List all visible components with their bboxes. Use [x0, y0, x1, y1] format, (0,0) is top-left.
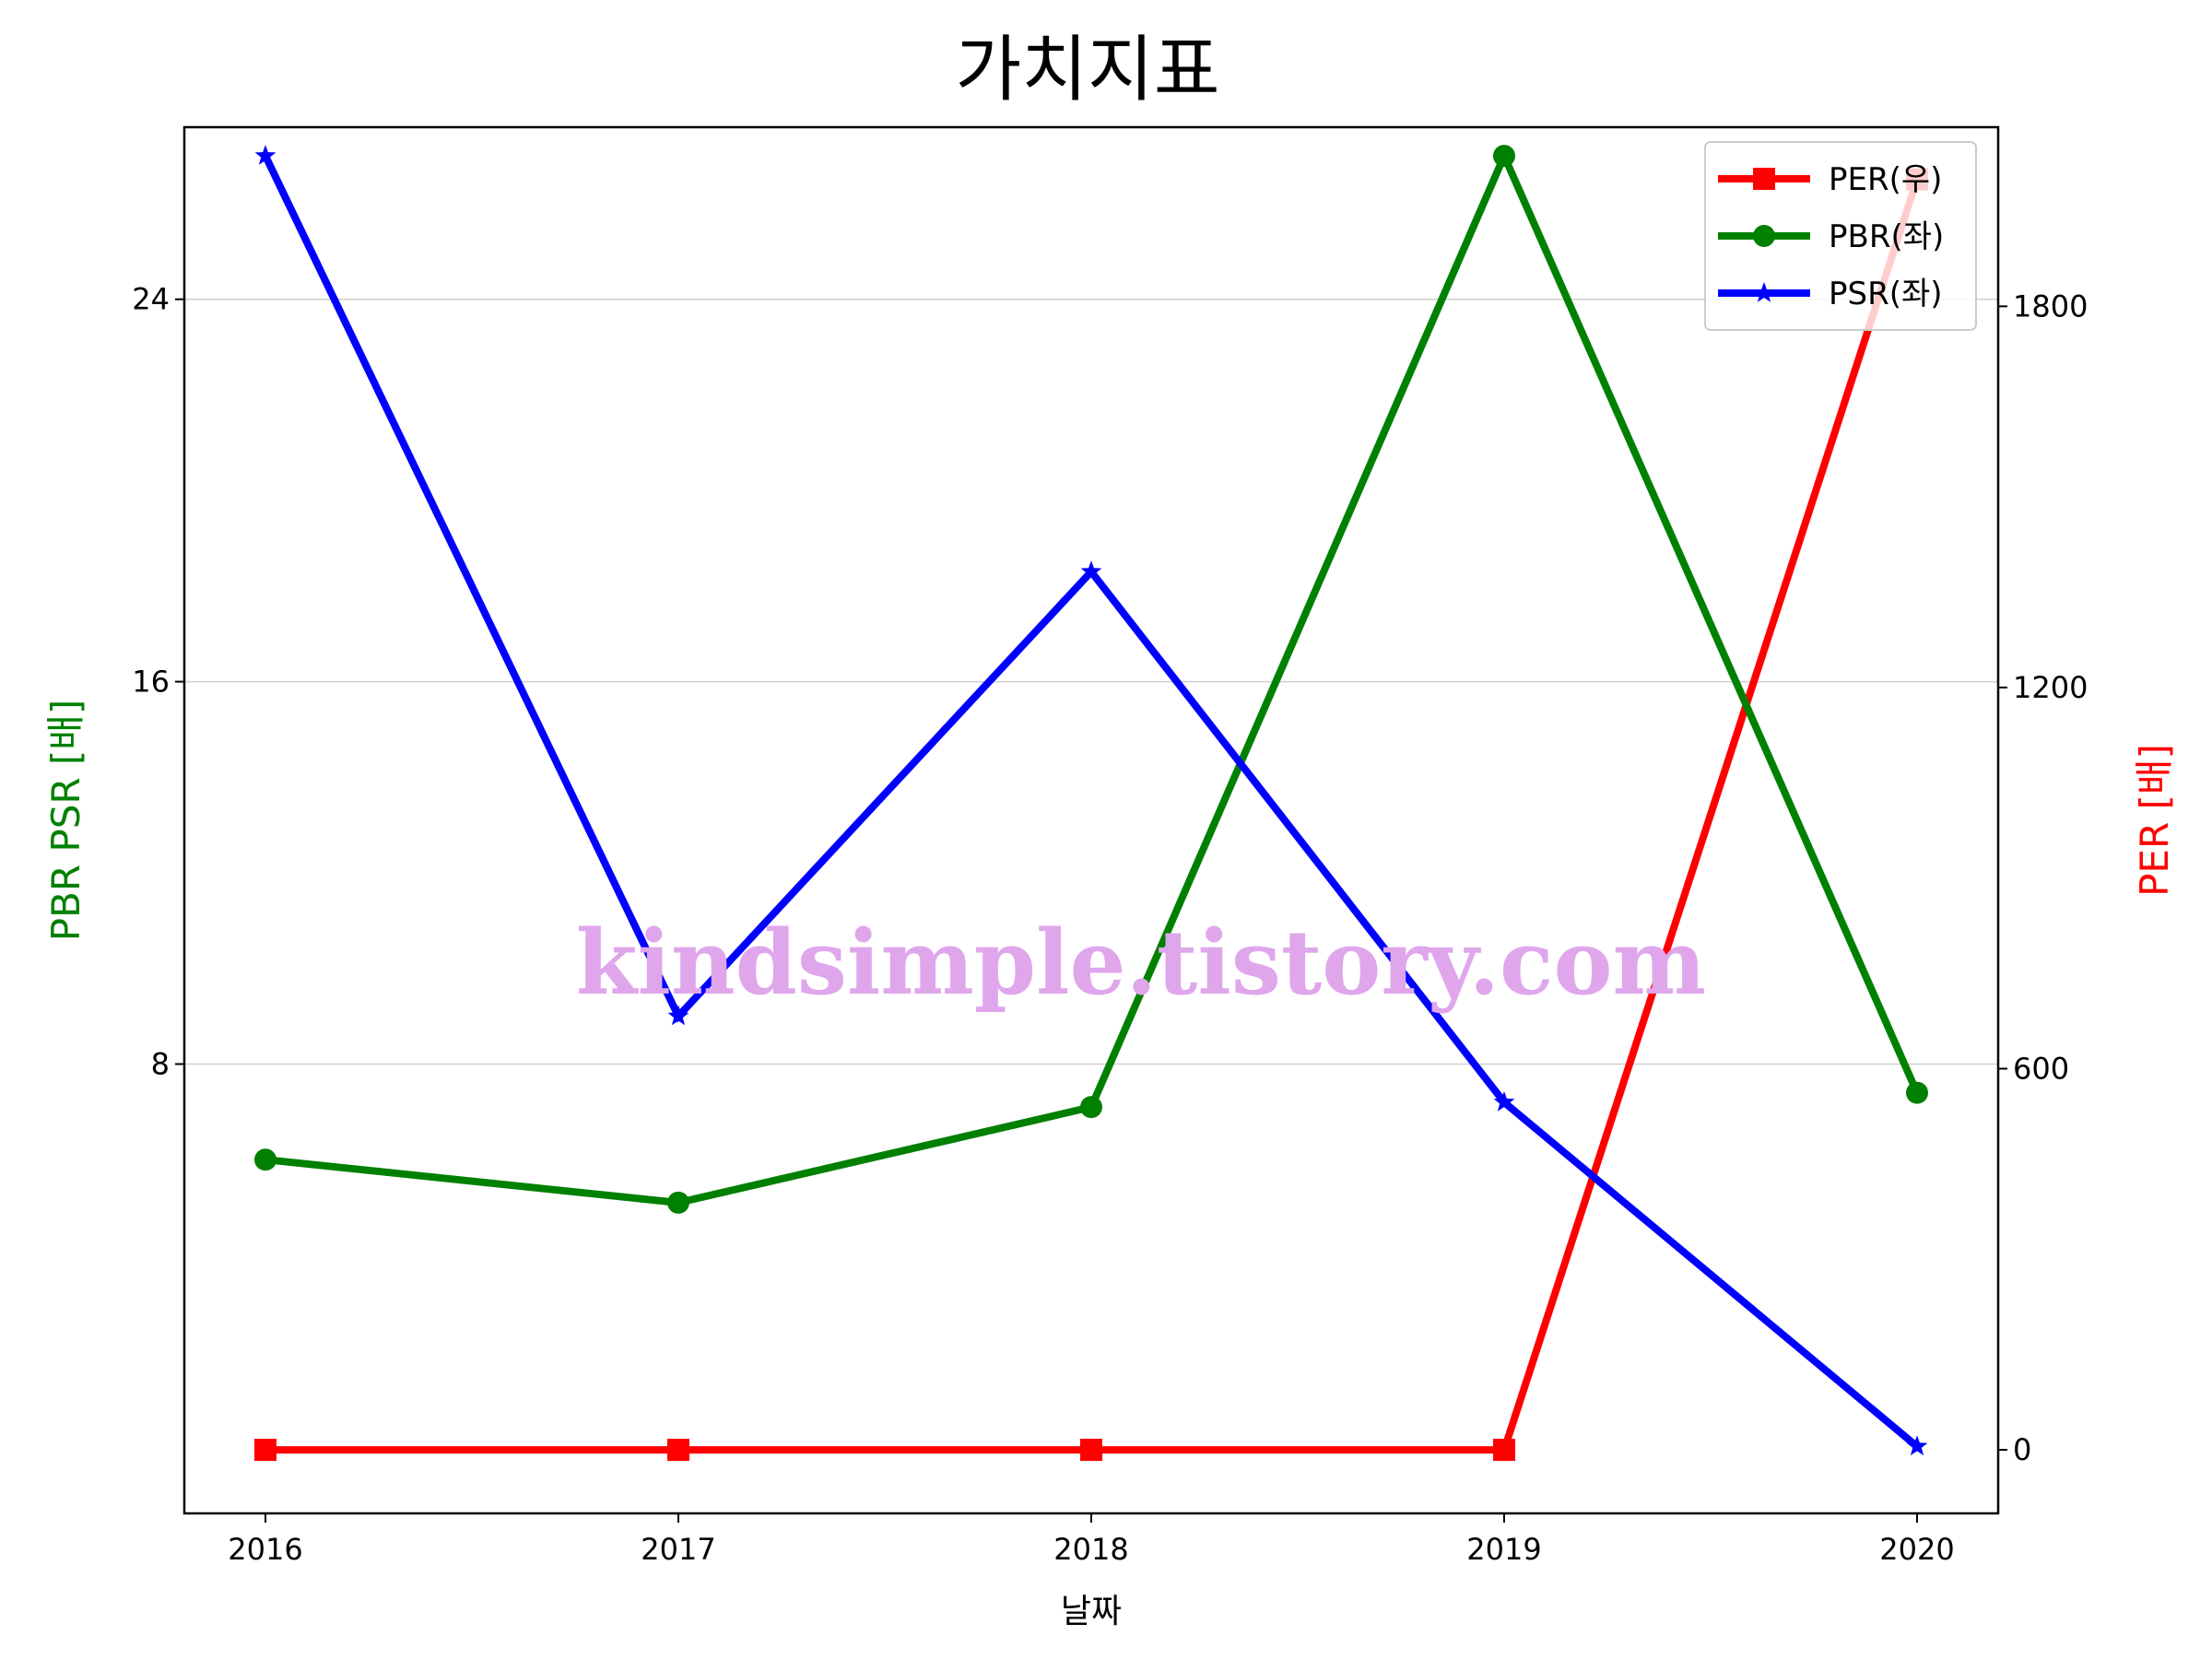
- x-tick-label: 2017: [641, 1532, 715, 1567]
- data-point: [1493, 1439, 1515, 1462]
- legend-swatch-marker: [1753, 168, 1775, 190]
- x-axis: 2016 2017 2018 2019 2020: [228, 1513, 1955, 1567]
- series: [254, 145, 1928, 1462]
- x-axis-label: 날짜: [1061, 1593, 1122, 1630]
- y-axis-left: 8 16 24: [132, 282, 184, 1081]
- series-line: [262, 154, 1920, 1450]
- legend-swatch-marker: [1753, 225, 1775, 247]
- plot-frame: [182, 125, 2000, 1515]
- legend-label: PBR(좌): [1829, 218, 1944, 255]
- data-point: [1080, 1439, 1102, 1462]
- chart-title: 가치지표: [955, 29, 1219, 112]
- data-point: [1493, 145, 1515, 168]
- y-right-tick-label: 0: [2013, 1432, 2031, 1467]
- series-per: [254, 168, 1928, 1462]
- data-point: [1493, 1091, 1515, 1112]
- data-point: [1080, 1096, 1102, 1119]
- data-point: [1906, 1081, 1928, 1104]
- data-point: [1906, 1435, 1928, 1456]
- legend: PER(우) PBR(좌) PSR(좌): [1704, 141, 1977, 331]
- data-point: [1080, 560, 1102, 581]
- x-tick-label: 2016: [228, 1532, 302, 1567]
- x-tick-label: 2020: [1879, 1532, 1954, 1567]
- y-left-tick-label: 24: [132, 282, 170, 317]
- series-pbr: [254, 145, 1928, 1214]
- legend-swatch-marker: [1753, 282, 1775, 302]
- x-tick-label: 2019: [1466, 1532, 1541, 1567]
- y-right-tick-label: 1200: [2013, 670, 2088, 705]
- legend-entry: PER(우): [1718, 161, 1942, 198]
- y-axis-right-label: PER [배]: [2132, 744, 2177, 897]
- y-axis-right: 0 600 1200 1800: [1998, 288, 2088, 1467]
- series-line: [265, 178, 1921, 1454]
- y-right-tick-label: 600: [2013, 1052, 2069, 1087]
- legend-entry: PBR(좌): [1718, 218, 1944, 255]
- series-psr: [254, 145, 1928, 1456]
- data-point: [254, 1148, 276, 1171]
- data-point: [254, 1439, 276, 1462]
- y-left-tick-label: 16: [132, 665, 170, 700]
- x-tick-label: 2018: [1053, 1532, 1128, 1567]
- data-point: [667, 1439, 689, 1462]
- legend-entry: PSR(좌): [1718, 276, 1943, 312]
- data-point: [667, 1191, 689, 1214]
- legend-label: PSR(좌): [1829, 276, 1943, 312]
- data-point: [254, 145, 276, 165]
- grid: [184, 298, 1998, 1065]
- y-left-tick-label: 8: [151, 1046, 170, 1081]
- y-axis-left-label: PBR PSR [배]: [43, 700, 88, 942]
- watermark: kindsimple.tistory.com: [576, 911, 1706, 1015]
- y-right-tick-label: 1800: [2013, 288, 2088, 324]
- data-point: [667, 1005, 689, 1026]
- legend-label: PER(우): [1829, 161, 1942, 198]
